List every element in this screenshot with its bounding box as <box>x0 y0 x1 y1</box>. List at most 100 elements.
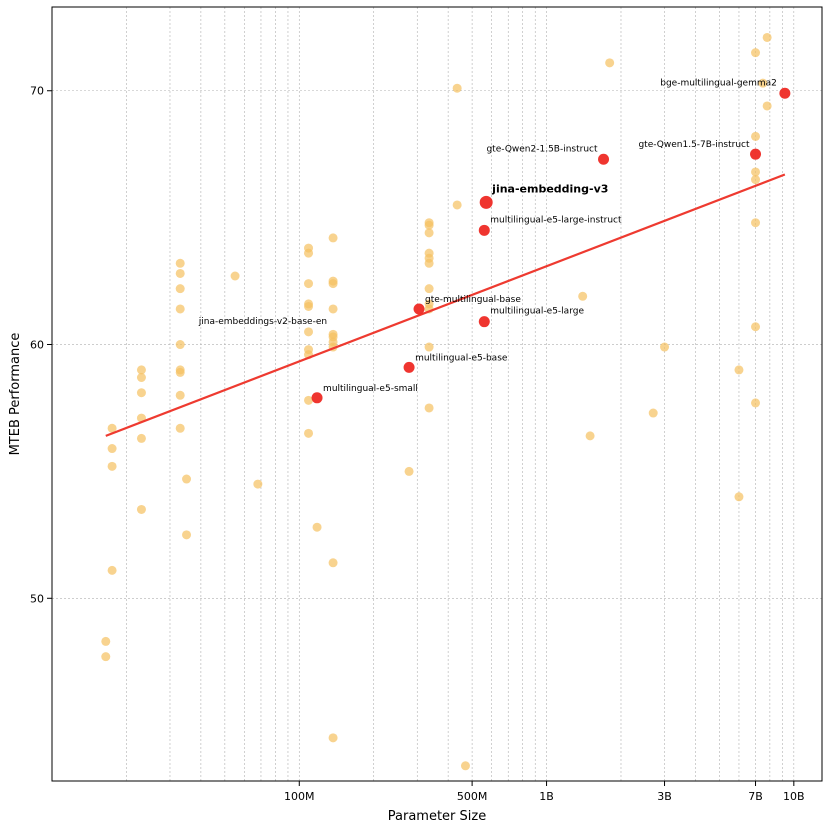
point-annotation: multilingual-e5-large-instruct <box>490 215 622 225</box>
model-point <box>648 408 658 418</box>
model-point <box>304 327 314 337</box>
y-tick-label: 50 <box>30 592 44 605</box>
model-point <box>136 388 146 398</box>
model-point <box>460 761 470 771</box>
highlighted-point <box>598 153 610 165</box>
model-point <box>424 284 434 294</box>
highlighted-point <box>478 224 490 236</box>
model-point <box>175 304 185 314</box>
model-point <box>304 301 314 311</box>
model-point <box>751 48 761 58</box>
x-tick-label: 100M <box>284 790 315 803</box>
model-point <box>328 304 338 314</box>
model-point <box>424 403 434 413</box>
model-point <box>328 733 338 743</box>
highlighted-point <box>479 195 493 209</box>
annotations: bge-multilingual-gemma2 gte-Qwen1.5-7B-in… <box>198 78 777 394</box>
model-point <box>424 258 434 268</box>
highlighted-point <box>413 303 425 315</box>
y-tick-label: 70 <box>30 85 44 98</box>
model-point <box>107 461 117 471</box>
model-point <box>751 167 761 177</box>
model-point <box>175 258 185 268</box>
point-annotation: bge-multilingual-gemma2 <box>660 78 777 88</box>
point-annotation: multilingual-e5-small <box>323 384 418 394</box>
model-point <box>660 342 670 352</box>
model-point <box>605 58 615 68</box>
model-point <box>424 228 434 238</box>
model-point <box>751 131 761 141</box>
model-point <box>175 423 185 433</box>
model-point <box>304 248 314 258</box>
model-point <box>107 423 117 433</box>
model-point <box>734 365 744 375</box>
model-point <box>182 474 192 484</box>
model-point <box>136 373 146 383</box>
model-point <box>304 395 314 405</box>
model-point <box>175 284 185 294</box>
model-point <box>452 200 462 210</box>
model-point <box>304 428 314 438</box>
highlighted-point <box>779 87 791 99</box>
model-point <box>734 492 744 502</box>
model-point <box>762 101 772 111</box>
model-point <box>452 83 462 93</box>
point-annotation: multilingual-e5-large <box>490 307 584 317</box>
model-point <box>136 504 146 514</box>
model-point <box>253 479 263 489</box>
x-axis-label: Parameter Size <box>388 809 486 824</box>
model-point <box>762 32 772 42</box>
highlighted-point <box>403 361 415 373</box>
y-axis-label: MTEB Performance <box>8 333 23 456</box>
model-point <box>424 220 434 230</box>
model-point <box>751 175 761 185</box>
plot-frame <box>51 6 823 782</box>
model-point <box>424 342 434 352</box>
point-annotation: jina-embeddings-v2-base-en <box>198 317 327 327</box>
model-point <box>758 78 768 88</box>
background-points <box>101 32 772 771</box>
model-point <box>175 268 185 278</box>
point-annotation: gte-Qwen1.5-7B-instruct <box>638 140 750 150</box>
x-tick-label: 500M <box>457 790 488 803</box>
model-point <box>328 558 338 568</box>
model-point <box>404 466 414 476</box>
model-point <box>101 652 111 662</box>
model-point <box>230 271 240 281</box>
model-point <box>304 279 314 289</box>
model-point <box>107 444 117 454</box>
model-point <box>751 398 761 408</box>
point-annotation: multilingual-e5-base <box>415 353 508 363</box>
y-axis-ticks: 50 60 70 <box>30 85 52 605</box>
x-tick-label: 7B <box>748 790 763 803</box>
y-tick-label: 60 <box>30 339 44 352</box>
point-annotation: gte-multilingual-base <box>425 295 521 305</box>
highlighted-point <box>478 316 490 328</box>
x-axis-ticks: 100M 500M 1B 3B 7B 10B <box>284 781 805 803</box>
model-point <box>312 522 322 532</box>
model-point <box>751 218 761 228</box>
trend-line-group <box>105 173 786 437</box>
point-annotation: gte-Qwen2-1.5B-instruct <box>486 144 598 154</box>
model-point <box>107 565 117 575</box>
model-point <box>328 233 338 243</box>
model-point <box>175 390 185 400</box>
x-tick-label: 3B <box>657 790 672 803</box>
x-tick-label: 1B <box>539 790 554 803</box>
grid-lines <box>51 7 822 781</box>
model-point <box>175 367 185 377</box>
model-point <box>136 365 146 375</box>
model-point <box>175 340 185 350</box>
point-annotation: jina-embedding-v3 <box>491 182 608 195</box>
model-point <box>585 431 595 441</box>
model-point <box>328 279 338 289</box>
highlighted-point <box>750 148 762 160</box>
x-tick-label: 10B <box>783 790 805 803</box>
model-point <box>751 322 761 332</box>
model-point <box>578 291 588 301</box>
highlighted-points <box>311 87 791 404</box>
highlighted-point <box>311 392 323 404</box>
model-point <box>182 530 192 540</box>
